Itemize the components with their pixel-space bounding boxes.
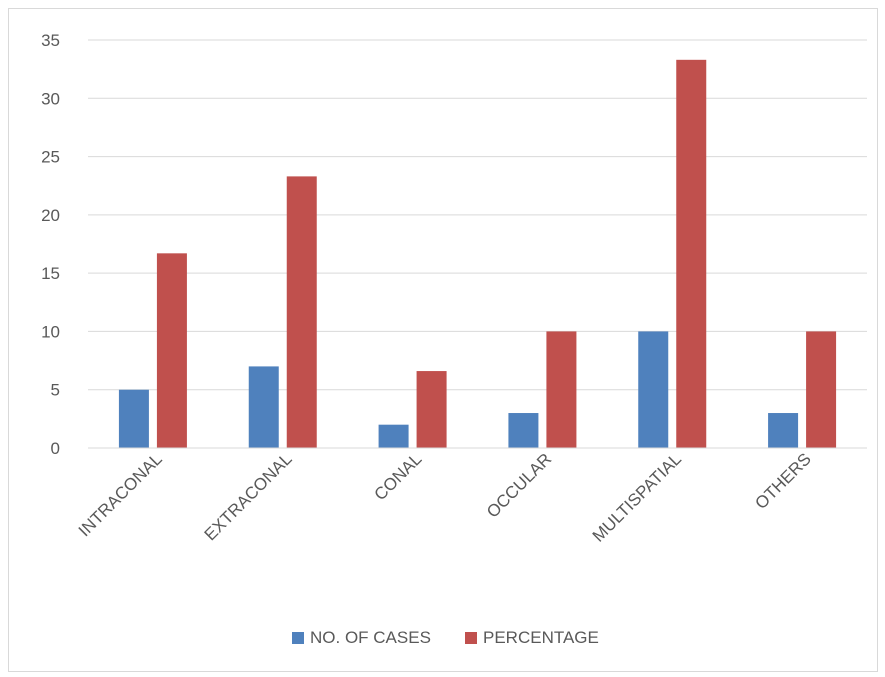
chart-area xyxy=(8,8,878,672)
bar-cases xyxy=(768,413,799,448)
legend: NO. OF CASES PERCENTAGE xyxy=(292,628,599,647)
bar-percentage xyxy=(676,59,707,449)
x-axis-ticks: INTRACONAL EXTRACONAL CONAL OCCULAR MULTISPA… xyxy=(75,449,815,545)
y-tick-label: 5 xyxy=(51,381,60,400)
legend-swatch xyxy=(465,632,477,644)
bar-cases xyxy=(248,366,279,448)
gridlines xyxy=(88,39,867,391)
legend-label: PERCENTAGE xyxy=(483,628,599,647)
legend-label: NO. OF CASES xyxy=(310,628,431,647)
x-tick-label: OCCULAR xyxy=(483,449,555,521)
y-axis-ticks: 0 5 10 15 20 25 30 35 xyxy=(41,31,60,458)
bar-percentage xyxy=(546,331,577,448)
legend-swatch xyxy=(292,632,304,644)
bar-cases xyxy=(638,331,669,448)
bar-percentage xyxy=(416,371,447,448)
x-tick-label: MULTISPATIAL xyxy=(589,449,685,545)
bar-cases xyxy=(118,389,149,448)
bar-cases xyxy=(508,413,539,448)
y-tick-label: 10 xyxy=(41,322,60,341)
bar-percentage xyxy=(156,253,187,448)
x-tick-label: CONAL xyxy=(371,449,426,504)
x-tick-label: EXTRACONAL xyxy=(201,449,296,544)
y-tick-label: 20 xyxy=(41,206,60,225)
y-tick-label: 0 xyxy=(51,439,60,458)
y-tick-label: 15 xyxy=(41,264,60,283)
y-tick-label: 25 xyxy=(41,148,60,167)
bar-percentage xyxy=(806,331,837,448)
y-tick-label: 30 xyxy=(41,89,60,108)
bars xyxy=(118,59,837,449)
bar-percentage xyxy=(286,176,317,449)
x-tick-label: OTHERS xyxy=(751,449,815,513)
x-tick-label: INTRACONAL xyxy=(75,449,166,540)
y-tick-label: 35 xyxy=(41,31,60,50)
bar-cases xyxy=(378,424,409,448)
